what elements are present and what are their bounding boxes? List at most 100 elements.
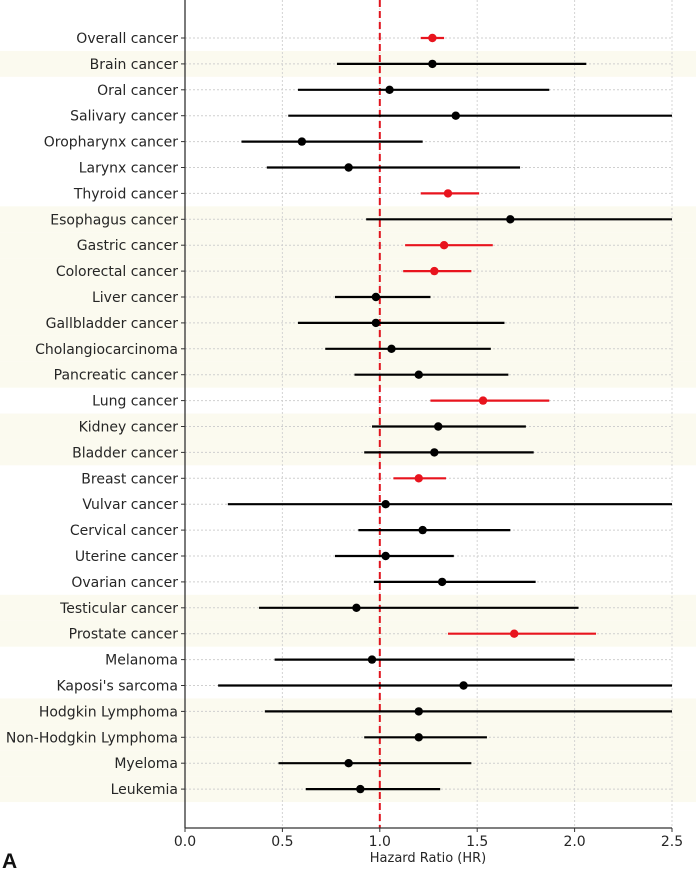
x-axis-label: Hazard Ratio (HR) — [370, 851, 487, 866]
y-tick-label: Thyroid cancer — [73, 186, 178, 202]
estimate-row — [241, 137, 423, 146]
hazard-ratio-point — [344, 163, 353, 172]
estimate-row — [325, 344, 491, 353]
estimate-row — [336, 59, 587, 69]
hazard-ratio-point — [414, 474, 423, 483]
y-tick-label: Overall cancer — [76, 31, 178, 47]
estimate-row — [334, 551, 454, 561]
estimate-row — [259, 603, 579, 612]
row-band — [0, 361, 696, 388]
estimate-row — [227, 500, 672, 509]
hazard-ratio-point — [414, 707, 423, 716]
estimate-row — [373, 577, 536, 587]
hazard-ratio-point — [414, 733, 423, 742]
y-tick-label: Vulvar cancer — [82, 497, 178, 513]
row-band — [0, 232, 696, 259]
estimate-row — [218, 681, 672, 690]
estimate-row — [358, 525, 511, 535]
y-tick-label: Melanoma — [105, 653, 178, 669]
x-tick-label: 1.0 — [369, 834, 391, 850]
hazard-ratio-point — [478, 396, 488, 405]
estimate-row — [430, 396, 550, 405]
estimate-row — [354, 370, 509, 379]
hazard-ratio-point — [344, 759, 353, 768]
estimate-row — [393, 474, 447, 483]
estimate-row — [297, 85, 550, 95]
x-tick-label: 0.0 — [174, 834, 196, 850]
hazard-ratio-point — [371, 318, 381, 328]
estimate-row — [274, 655, 575, 664]
hazard-ratio-point — [428, 59, 437, 69]
estimate-row — [372, 422, 526, 431]
estimate-row — [266, 163, 521, 172]
axes — [181, 0, 673, 832]
x-tick-label: 1.5 — [466, 834, 488, 850]
row-band — [0, 724, 696, 751]
row-band — [0, 413, 696, 440]
estimate-row — [278, 759, 472, 768]
hazard-ratio-point — [428, 33, 437, 43]
y-tick-label: Brain cancer — [90, 57, 179, 73]
y-tick-label: Breast cancer — [81, 471, 178, 487]
hazard-ratio-point — [387, 344, 396, 353]
y-tick-label: Cervical cancer — [70, 523, 178, 539]
y-tick-label: Oropharynx cancer — [44, 135, 178, 151]
y-tick-label: Uterine cancer — [75, 549, 178, 565]
estimates — [218, 33, 672, 794]
y-tick-label: Hodgkin Lymphoma — [39, 704, 178, 720]
row-bands — [0, 50, 696, 803]
y-tick-label: Non-Hodgkin Lymphoma — [6, 730, 178, 746]
y-tick-label: Kidney cancer — [79, 420, 179, 436]
y-tick-label: Myeloma — [114, 756, 178, 772]
estimate-row — [297, 318, 505, 328]
y-tick-label: Salivary cancer — [70, 109, 178, 125]
hazard-ratio-point — [430, 266, 439, 276]
y-tick-label: Colorectal cancer — [56, 264, 178, 280]
row-band — [0, 439, 696, 466]
hazard-ratio-point — [297, 137, 307, 146]
y-tick-label: Liver cancer — [92, 290, 178, 306]
y-tick-label: Lung cancer — [92, 394, 178, 410]
hazard-ratio-point — [443, 189, 453, 198]
y-tick-label: Gastric cancer — [77, 238, 178, 254]
x-tick-label: 0.5 — [271, 834, 293, 850]
estimate-row — [364, 733, 487, 742]
hazard-ratio-point — [352, 603, 361, 612]
estimate-row — [334, 292, 431, 302]
hazard-ratio-point — [459, 681, 468, 690]
y-tick-label: Gallbladder cancer — [46, 316, 179, 332]
y-tick-label: Esophagus cancer — [50, 212, 178, 228]
estimate-row — [447, 629, 597, 638]
hazard-ratio-point — [434, 422, 443, 431]
y-tick-label: Larynx cancer — [79, 161, 178, 177]
hazard-ratio-point — [437, 577, 447, 587]
y-tick-label: Bladder cancer — [72, 445, 178, 461]
hazard-ratio-point — [371, 292, 381, 302]
y-tick-label: Oral cancer — [97, 83, 178, 99]
y-tick-label: Kaposi's sarcoma — [56, 679, 178, 695]
hazard-ratio-point — [439, 241, 449, 250]
hazard-ratio-point — [451, 111, 460, 120]
estimate-row — [420, 33, 445, 43]
hazard-ratio-point — [510, 629, 519, 638]
y-tick-label: Ovarian cancer — [71, 575, 178, 591]
hazard-ratio-point — [367, 655, 377, 664]
panel-label: A — [2, 850, 17, 872]
x-tick-labels: 0.0 0.5 1.0 1.5 2.0 2.5 — [174, 834, 683, 850]
hazard-ratio-point — [506, 215, 515, 224]
hazard-ratio-point — [356, 784, 365, 794]
estimate-row — [366, 215, 672, 224]
estimate-row — [288, 111, 672, 120]
y-tick-label: Leukemia — [111, 782, 178, 798]
x-tick-label: 2.5 — [661, 834, 683, 850]
estimate-row — [364, 448, 534, 457]
estimate-row — [420, 189, 480, 198]
y-tick-label: Cholangiocarcinoma — [35, 342, 178, 358]
y-tick-labels: Overall cancer Brain cancer Oral cancer Sal… — [6, 31, 178, 798]
y-tick-label: Testicular cancer — [59, 601, 178, 617]
hazard-ratio-point — [418, 525, 427, 535]
estimate-row — [264, 707, 672, 716]
hazard-ratio-point — [430, 448, 439, 457]
hazard-ratio-point — [414, 370, 423, 379]
